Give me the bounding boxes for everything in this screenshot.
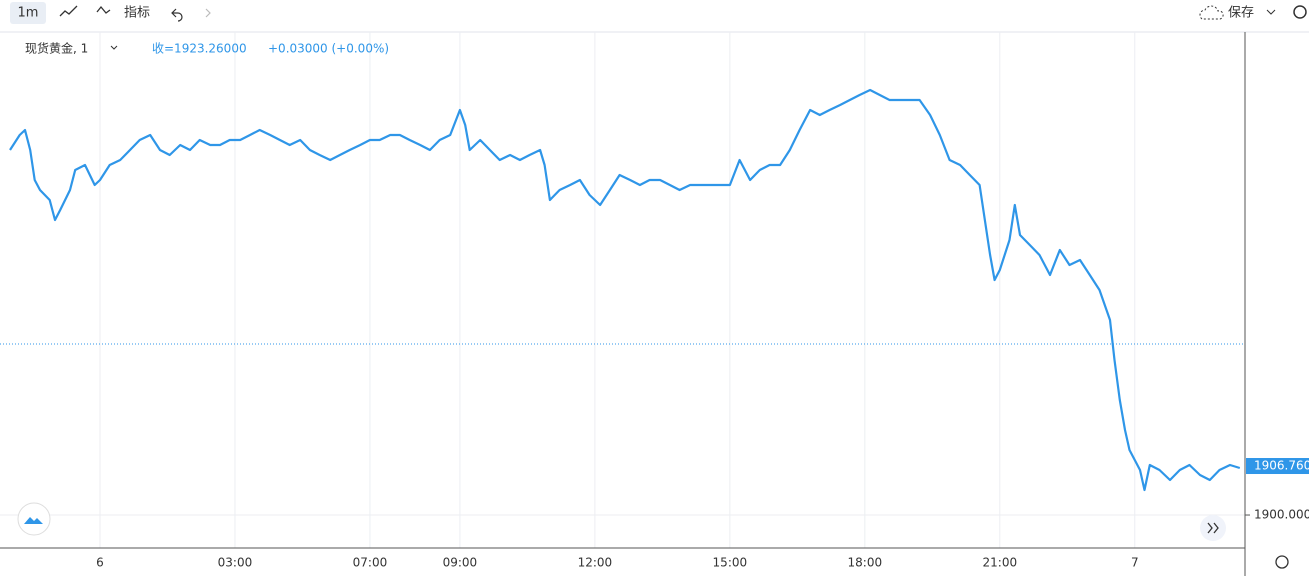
save-menu[interactable]	[1266, 9, 1276, 15]
last-price-label: 1906.76000	[1254, 459, 1309, 473]
y-tick-label: 1900.00000	[1254, 508, 1309, 522]
indicators[interactable]: 指标	[124, 6, 150, 21]
x-tick-label: 15:00	[713, 556, 748, 570]
plot	[0, 32, 1245, 548]
interval-button[interactable]	[10, 2, 46, 24]
x-tick-label: 21:00	[983, 556, 1018, 570]
scroll-icon	[1207, 522, 1219, 534]
x-tick-label: 07:00	[353, 556, 388, 570]
settings-icon[interactable]	[1293, 5, 1307, 19]
save[interactable]: 保存	[1228, 6, 1254, 21]
last-price-box	[1246, 458, 1309, 475]
redo-icon[interactable]	[205, 8, 211, 18]
x-tick-label: 18:00	[848, 556, 883, 570]
logo	[24, 517, 43, 524]
axis-settings[interactable]	[1275, 555, 1289, 569]
undo-icon[interactable]	[171, 8, 183, 22]
x-tick-label: 12:00	[578, 556, 613, 570]
symbol-menu[interactable]	[110, 45, 118, 50]
x-tick-label: 6	[96, 556, 104, 570]
indicator-icon[interactable]	[96, 5, 111, 14]
toolbar: 1m 指标 保存	[10, 2, 1307, 24]
close-label: 收=1923.26000	[152, 42, 247, 56]
interval[interactable]: 1m	[18, 6, 39, 21]
symbol[interactable]: 现货黄金, 1	[25, 41, 88, 56]
scroll-button[interactable]	[1200, 515, 1226, 541]
x-tick-label: 09:00	[443, 556, 478, 570]
x-tick-label: 7	[1131, 556, 1139, 570]
cloud-icon[interactable]	[1199, 5, 1224, 20]
chart-type-icon[interactable]	[59, 5, 78, 17]
price-series	[9, 88, 1241, 492]
change: +0.03000 (+0.00%)	[268, 42, 389, 56]
logo-button[interactable]	[17, 502, 51, 536]
x-tick-label: 03:00	[218, 556, 253, 570]
